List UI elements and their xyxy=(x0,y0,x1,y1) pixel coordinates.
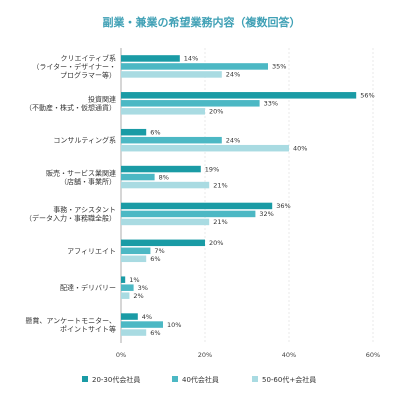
x-tick-label: 40% xyxy=(282,351,296,359)
bar xyxy=(121,321,163,328)
x-tick-label: 60% xyxy=(366,351,380,359)
legend-swatch xyxy=(252,376,258,382)
data-label: 24% xyxy=(226,136,240,144)
data-label: 14% xyxy=(184,55,198,63)
data-label: 20% xyxy=(209,239,223,247)
data-label: 32% xyxy=(259,210,273,218)
category-label: 事務・アシスタント xyxy=(53,205,116,214)
bar xyxy=(121,292,130,299)
data-label: 6% xyxy=(150,128,160,136)
data-label: 21% xyxy=(213,181,227,189)
category-label: （データ入力・事務職全般） xyxy=(25,214,116,223)
legend-swatch xyxy=(82,376,88,382)
bar xyxy=(121,247,151,255)
data-label: 3% xyxy=(138,284,148,292)
data-label: 35% xyxy=(272,63,286,71)
category-label: （店舗・事業所） xyxy=(60,177,116,186)
bar xyxy=(121,284,134,291)
category-label: （ライター・デザイナー・ xyxy=(32,62,116,71)
data-label: 10% xyxy=(167,321,181,329)
data-label: 7% xyxy=(154,247,164,255)
data-label: 6% xyxy=(150,329,160,337)
bar xyxy=(121,329,147,336)
bar xyxy=(121,128,147,136)
category-label: クリエイティブ系 xyxy=(61,53,116,62)
bars: 14% 35% 24% 56% 33% 20% 6% 24% 40% 19% 8% 21% 36%32%… xyxy=(121,55,375,337)
category-label: 懸賞、アンケートモニター、 xyxy=(25,316,116,325)
bar xyxy=(121,210,256,218)
category-label: コンサルティング系 xyxy=(53,136,116,145)
data-label: 40% xyxy=(293,144,307,152)
category-label: 配達・デリバリー xyxy=(60,283,116,292)
bar xyxy=(121,202,273,210)
legend-label: 40代会社員 xyxy=(182,375,219,384)
bar xyxy=(121,239,205,247)
bar xyxy=(121,144,289,152)
bar xyxy=(121,100,260,107)
data-label: 19% xyxy=(205,165,219,173)
category-label: 投資関連 xyxy=(88,95,116,104)
data-label: 8% xyxy=(159,173,169,181)
data-label: 4% xyxy=(142,313,152,321)
bar xyxy=(121,255,147,263)
bar xyxy=(121,71,222,78)
data-label: 36% xyxy=(276,202,290,210)
bar xyxy=(121,165,201,173)
legend-swatch xyxy=(172,376,178,382)
category-label: 販売・サービス業関連 xyxy=(46,168,116,177)
category-label: プログラマー等） xyxy=(60,70,116,79)
category-label: ポイントサイト等 xyxy=(60,324,116,333)
x-axis-ticks: 0% 20% 40% 60% xyxy=(116,351,380,359)
bar xyxy=(121,136,222,144)
data-label: 56% xyxy=(360,92,374,100)
legend-label: 20-30代会社員 xyxy=(92,375,140,384)
bar xyxy=(121,181,210,189)
data-label: 24% xyxy=(226,71,240,79)
legend-label: 50-60代+会社員 xyxy=(262,375,316,384)
category-label: アフィリエイト xyxy=(67,247,116,255)
bar xyxy=(121,313,138,320)
data-label: 2% xyxy=(133,292,143,300)
legend: 20-30代会社員 40代会社員 50-60代+会社員 xyxy=(82,375,316,384)
data-label: 20% xyxy=(209,108,223,116)
bar xyxy=(121,92,357,99)
bar xyxy=(121,63,268,70)
chart-title: 副業・兼業の希望業務内容（複数回答） xyxy=(103,15,301,29)
data-label: 6% xyxy=(150,255,160,263)
bar xyxy=(121,173,155,181)
x-tick-label: 20% xyxy=(198,351,212,359)
data-label: 21% xyxy=(213,218,227,226)
category-labels: クリエイティブ系（ライター・デザイナー・プログラマー等） 投資関連（不動産・株式・… xyxy=(25,53,116,333)
bar xyxy=(121,108,205,115)
x-tick-label: 0% xyxy=(116,351,126,359)
bar xyxy=(121,276,126,283)
bar xyxy=(121,218,210,226)
category-label: （不動産・株式・仮想通貨） xyxy=(25,103,116,112)
data-label: 1% xyxy=(129,276,139,284)
data-label: 33% xyxy=(264,100,278,108)
bar xyxy=(121,55,180,62)
